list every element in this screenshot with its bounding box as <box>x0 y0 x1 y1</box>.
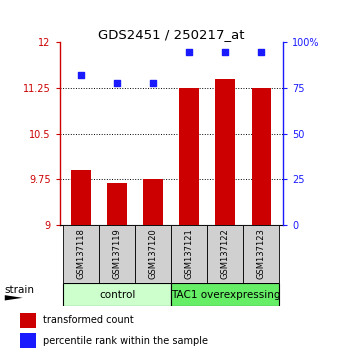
Bar <box>216 79 235 225</box>
Bar <box>99 225 135 283</box>
Point <box>187 49 192 55</box>
Bar <box>171 225 207 283</box>
Text: GSM137120: GSM137120 <box>149 229 158 279</box>
Text: GSM137122: GSM137122 <box>221 229 230 279</box>
Text: GSM137121: GSM137121 <box>185 229 194 279</box>
Bar <box>107 183 127 225</box>
Bar <box>179 88 199 225</box>
Text: GSM137123: GSM137123 <box>257 229 266 279</box>
Text: strain: strain <box>5 285 35 295</box>
Point <box>151 80 156 85</box>
Point <box>223 49 228 55</box>
Bar <box>207 225 243 283</box>
Bar <box>20 313 36 328</box>
Text: GSM137119: GSM137119 <box>113 229 122 279</box>
Bar <box>243 225 279 283</box>
Text: percentile rank within the sample: percentile rank within the sample <box>43 336 208 346</box>
Bar <box>135 225 171 283</box>
Point <box>259 49 264 55</box>
Bar <box>71 170 91 225</box>
Text: TAC1 overexpressing: TAC1 overexpressing <box>170 290 280 300</box>
Point <box>115 80 120 85</box>
Bar <box>144 179 163 225</box>
Bar <box>252 88 271 225</box>
Bar <box>171 283 279 306</box>
Polygon shape <box>5 295 23 301</box>
Bar <box>63 225 99 283</box>
Title: GDS2451 / 250217_at: GDS2451 / 250217_at <box>98 28 244 41</box>
Bar <box>63 283 171 306</box>
Text: control: control <box>99 290 135 300</box>
Point <box>78 73 84 78</box>
Text: GSM137118: GSM137118 <box>77 229 86 279</box>
Text: transformed count: transformed count <box>43 315 133 325</box>
Bar <box>20 333 36 348</box>
